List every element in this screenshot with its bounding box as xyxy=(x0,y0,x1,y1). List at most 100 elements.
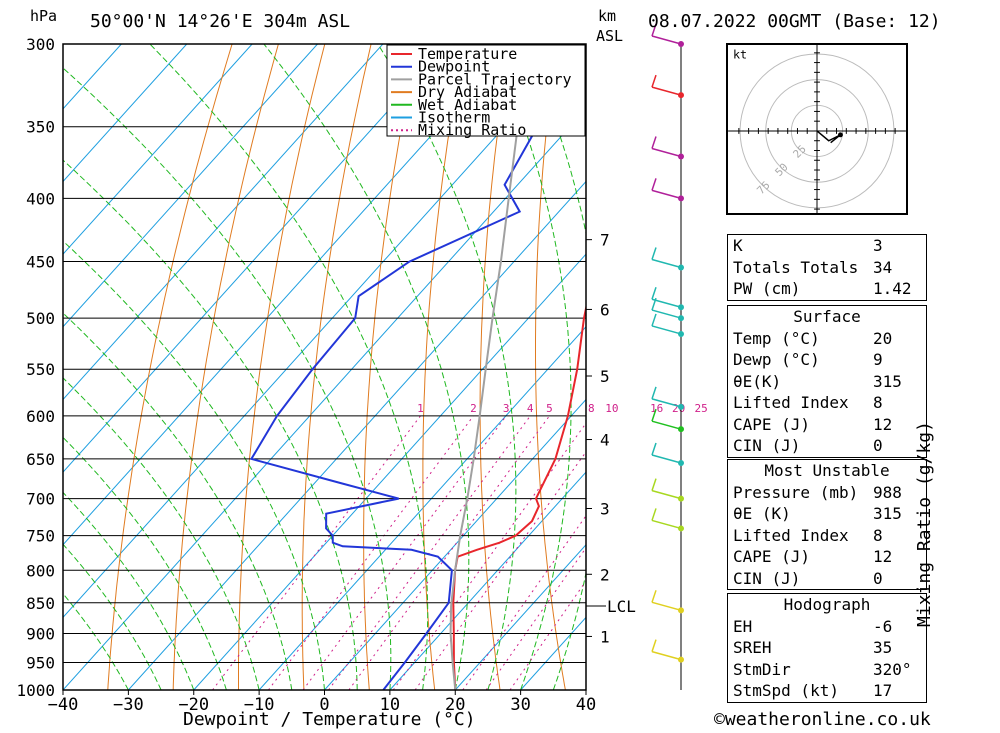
wind-barb-dot xyxy=(678,264,684,271)
hodograph-param-row: StmSpd (kt) 17 xyxy=(728,680,926,702)
hodograph-unit-label: kt xyxy=(733,48,747,62)
surface-label: CAPE (J) xyxy=(733,414,811,434)
most-unstable-value: 8 xyxy=(873,525,883,545)
hodograph-ring-label: 75 xyxy=(754,179,772,197)
legend-entry: Dewpoint xyxy=(418,58,490,76)
isotherm-line xyxy=(193,253,586,690)
wind-barb-flag xyxy=(651,178,657,191)
hodograph-ring-label: 25 xyxy=(790,142,808,160)
height-tick-label: 1 xyxy=(600,627,610,646)
wind-barb xyxy=(651,519,682,530)
legend-entry: Mixing Ratio xyxy=(418,121,526,139)
mixing-ratio-label: 2 xyxy=(470,402,477,415)
mixing-ratio-line xyxy=(267,415,474,690)
isotherm-line xyxy=(454,543,586,690)
pressure-tick-label: 1000 xyxy=(16,681,55,700)
dry-adiabat-line xyxy=(172,44,279,690)
wind-barb-flag xyxy=(651,478,657,491)
wind-barb-flag xyxy=(651,590,657,603)
most-unstable-label: CIN (J) xyxy=(733,568,801,588)
height-tick-label: 6 xyxy=(600,300,610,319)
mixing-ratio-label: 1 xyxy=(417,402,424,415)
copyright: ©weatheronline.co.uk xyxy=(714,709,931,730)
hodograph-param-value: 35 xyxy=(873,638,893,657)
pressure-tick-label: 550 xyxy=(26,360,55,379)
plot-frame xyxy=(62,43,587,691)
wet-adiabat-line xyxy=(63,67,392,690)
index-row: Totals Totals 34 xyxy=(728,257,926,279)
surface-label: Dewp (°C) xyxy=(733,350,820,369)
surface-row: Temp (°C) 20 xyxy=(728,328,926,350)
wind-barb xyxy=(651,420,682,430)
hodograph-param-label: SREH xyxy=(733,638,772,657)
wind-barb-dot xyxy=(678,403,684,410)
wind-barb-dot xyxy=(678,459,684,466)
hodograph-params-table: Hodograph EH -6 SREH 35 StmDir 320° StmSpd (kt… xyxy=(727,593,927,703)
wet-adiabat-line xyxy=(63,543,162,690)
wind-barb-flag xyxy=(651,408,657,422)
wet-adiabat-line xyxy=(556,44,586,690)
wind-barb-flag xyxy=(651,287,657,300)
height-unit-km: km xyxy=(598,7,617,25)
isotherm-line xyxy=(63,44,188,183)
mixing-ratio-label: 5 xyxy=(546,402,553,415)
most-unstable-label: Lifted Index xyxy=(733,525,849,545)
wind-barb-flag xyxy=(651,508,657,521)
mixing-ratio-label: 25 xyxy=(694,402,707,415)
wind-barbs xyxy=(651,23,684,690)
mixing-ratio-line xyxy=(392,422,586,690)
hodograph-param-label: EH xyxy=(733,616,753,636)
legend-entry: Parcel Trajectory xyxy=(418,70,572,88)
mixing-ratio-label: 10 xyxy=(605,402,618,415)
pressure-tick-label: 450 xyxy=(26,253,55,272)
wind-barb-flag xyxy=(651,639,657,652)
x-tick-label: 40 xyxy=(576,695,596,715)
surface-row: CAPE (J) 12 xyxy=(728,414,926,436)
dewpoint-line xyxy=(249,44,586,690)
wind-barb-dot xyxy=(678,304,684,311)
wind-barb-dot xyxy=(678,153,684,160)
x-axis-label: Dewpoint / Temperature (°C) xyxy=(183,709,476,730)
wind-barb xyxy=(651,650,682,661)
hodograph-param-value: -6 xyxy=(873,616,893,636)
height-tick-label: 2 xyxy=(600,565,610,584)
wind-barb-flag xyxy=(651,74,657,88)
most-unstable-value: 12 xyxy=(873,547,893,566)
wet-adiabat-line xyxy=(377,44,517,690)
most-unstable-title: Most Unstable xyxy=(764,461,890,480)
hodograph-trace xyxy=(816,130,841,144)
wind-barb-dot xyxy=(678,330,684,337)
legend-entry: Wet Adiabat xyxy=(418,96,517,114)
dry-adiabat-line xyxy=(107,44,233,690)
most-unstable-row: CIN (J) 0 xyxy=(728,568,926,590)
pressure-tick-label: 350 xyxy=(26,118,55,137)
surface-title: Surface xyxy=(793,307,861,326)
mixing-ratio-line xyxy=(462,514,586,690)
pressure-tick-label: 800 xyxy=(26,561,55,580)
pressure-tick-label: 400 xyxy=(26,189,55,208)
index-label: K xyxy=(733,236,743,255)
wet-adiabat-line xyxy=(263,44,470,690)
height-tick-label: 5 xyxy=(600,367,610,386)
wind-barb-flag xyxy=(651,313,657,327)
x-tick-label: −30 xyxy=(113,695,144,715)
height-unit-asl: ASL xyxy=(596,27,624,45)
height-tick-label: 4 xyxy=(600,431,610,450)
lcl-label: LCL xyxy=(607,597,636,616)
x-axis-ticks: −40 −30 −20 −10 0 10 20 30 40 xyxy=(48,690,596,715)
most-unstable-label: θE (K) xyxy=(733,504,791,523)
wind-barb-dot xyxy=(678,525,684,532)
pressure-grid xyxy=(63,43,586,691)
isotherm-line xyxy=(63,108,586,690)
wind-barb-flag xyxy=(651,386,657,400)
most-unstable-row: CAPE (J) 12 xyxy=(728,546,926,568)
parcel-trajectory-line xyxy=(449,61,525,690)
wind-barb-dot xyxy=(678,315,684,322)
most-unstable-row: Lifted Index 8 xyxy=(728,525,926,547)
mixing-ratio-line xyxy=(414,451,586,690)
pressure-tick-label: 750 xyxy=(26,527,55,546)
most-unstable-label: CAPE (J) xyxy=(733,547,811,566)
surface-label: Temp (°C) xyxy=(733,328,820,348)
wind-barb xyxy=(651,489,682,500)
